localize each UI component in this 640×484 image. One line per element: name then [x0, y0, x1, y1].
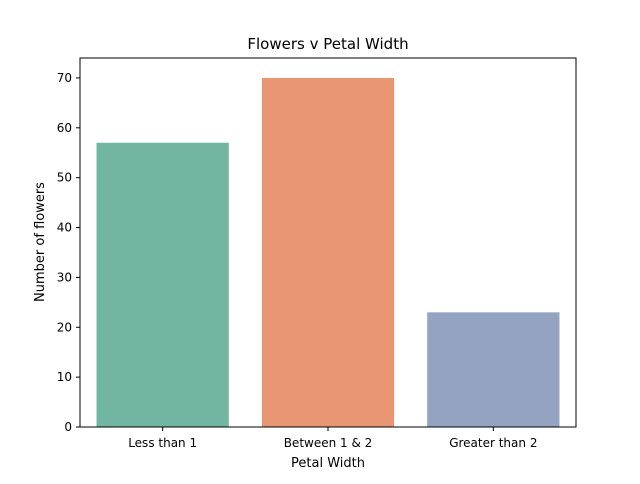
- x-axis-label: Petal Width: [291, 456, 365, 471]
- bars-group: [96, 77, 560, 427]
- bar-1: [96, 142, 229, 427]
- x-tick-label-2: Between 1 & 2: [284, 436, 373, 450]
- plot-frame: [79, 57, 577, 428]
- y-tick-label-40: 40: [57, 221, 72, 235]
- y-tick-label-70: 70: [57, 71, 72, 85]
- bar-2: [261, 77, 395, 427]
- y-tick-label-0: 0: [64, 420, 72, 434]
- x-tick-label-1: Less than 1: [128, 436, 197, 450]
- y-axis-label: Number of flowers: [33, 182, 48, 302]
- chart-title: Flowers v Petal Width: [247, 35, 408, 53]
- y-axis-ticks: 0 10 20 30 40 50 60 70: [57, 71, 80, 434]
- x-axis-ticks: Less than 1 Between 1 & 2 Greater than 2: [128, 427, 537, 450]
- y-tick-label-10: 10: [57, 370, 72, 384]
- x-tick-label-3: Greater than 2: [449, 436, 537, 450]
- y-tick-label-20: 20: [57, 320, 72, 334]
- y-tick-label-50: 50: [57, 171, 72, 185]
- y-tick-label-30: 30: [57, 270, 72, 284]
- bar-3: [427, 312, 560, 427]
- y-tick-label-60: 60: [57, 121, 72, 135]
